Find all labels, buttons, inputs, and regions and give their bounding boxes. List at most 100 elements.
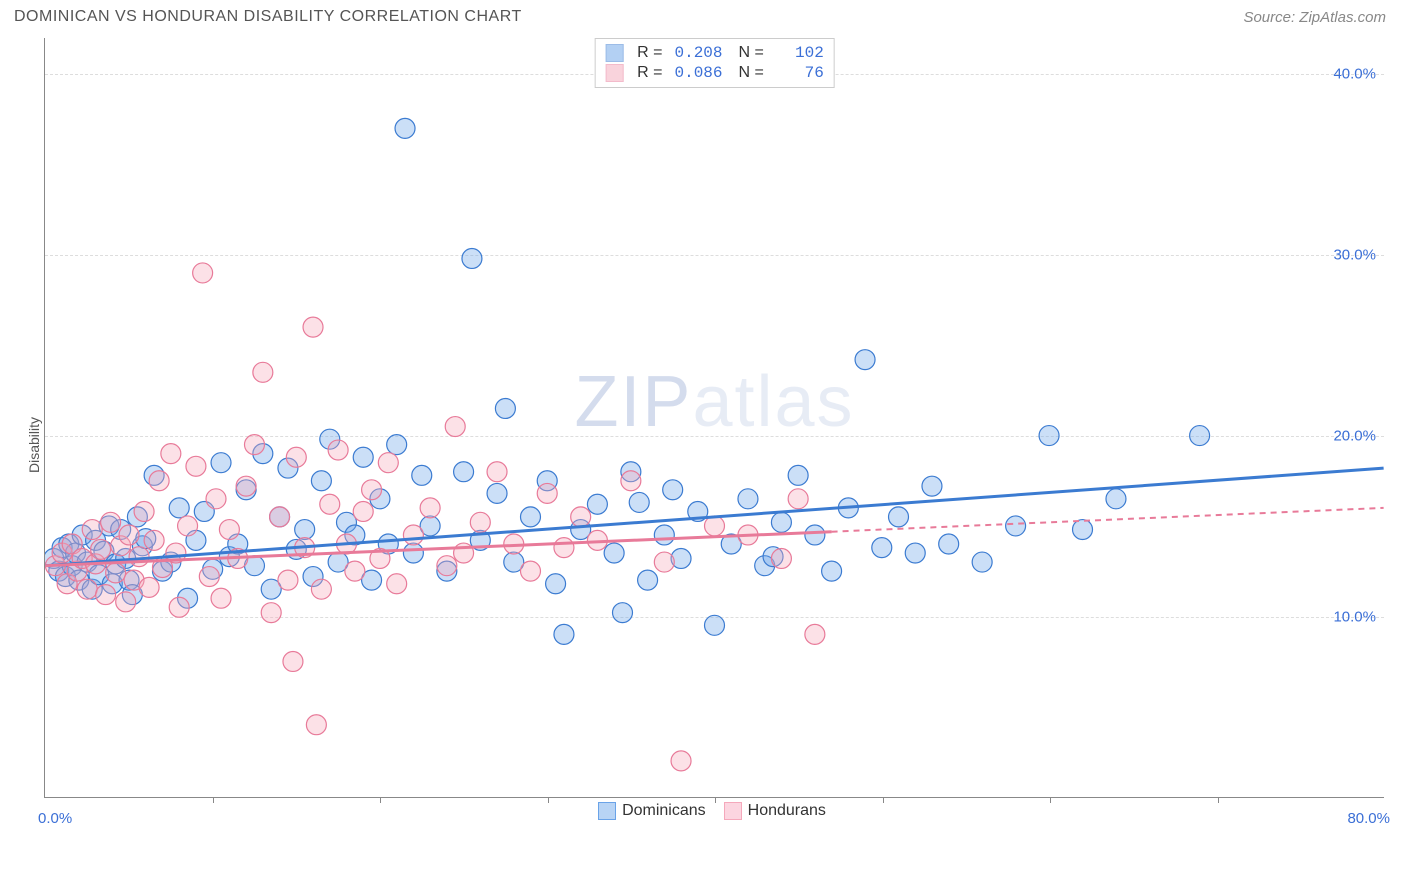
scatter-point <box>253 362 273 382</box>
scatter-point <box>487 462 507 482</box>
scatter-point <box>261 603 281 623</box>
plot-area: ZIPatlas R =0.208N =102R =0.086N =76 10.… <box>44 38 1384 798</box>
scatter-point <box>206 489 226 509</box>
scatter-point <box>454 462 474 482</box>
scatter-point <box>169 597 189 617</box>
r-label: R = <box>637 44 662 62</box>
scatter-point <box>1006 516 1026 536</box>
y-axis-label: Disability <box>26 417 42 473</box>
scatter-point <box>554 538 574 558</box>
scatter-point <box>1073 520 1093 540</box>
scatter-point <box>771 512 791 532</box>
scatter-point <box>462 248 482 268</box>
scatter-point <box>169 498 189 518</box>
scatter-point <box>855 350 875 370</box>
scatter-point <box>939 534 959 554</box>
scatter-point <box>495 398 515 418</box>
scatter-point <box>149 471 169 491</box>
scatter-point <box>353 501 373 521</box>
scatter-point <box>629 492 649 512</box>
scatter-point <box>387 574 407 594</box>
scatter-point <box>96 585 116 605</box>
scatter-point <box>604 543 624 563</box>
scatter-point <box>278 570 298 590</box>
legend-label: Hondurans <box>748 802 826 819</box>
legend-swatch <box>605 44 623 62</box>
scatter-point <box>129 547 149 567</box>
scatter-point <box>144 530 164 550</box>
scatter-point <box>621 471 641 491</box>
r-label: R = <box>637 64 662 82</box>
scatter-point <box>905 543 925 563</box>
correlation-legend-row: R = 0.086 N = 76 <box>605 63 824 83</box>
scatter-point <box>487 483 507 503</box>
source-label: Source: ZipAtlas.com <box>1243 9 1386 26</box>
scatter-point <box>872 538 892 558</box>
chart-container: Disability ZIPatlas R =0.208N =102R =0.0… <box>0 32 1406 858</box>
scatter-point <box>244 435 264 455</box>
scatter-point <box>306 715 326 735</box>
scatter-point <box>1039 426 1059 446</box>
scatter-point <box>420 498 440 518</box>
scatter-point <box>822 561 842 581</box>
scatter-point <box>537 483 557 503</box>
scatter-point <box>1106 489 1126 509</box>
scatter-point <box>922 476 942 496</box>
scatter-point <box>311 579 331 599</box>
scatter-point <box>771 548 791 568</box>
scatter-point <box>972 552 992 572</box>
scatter-point <box>106 563 126 583</box>
scatter-point <box>219 520 239 540</box>
scatter-point <box>663 480 683 500</box>
scatter-point <box>805 525 825 545</box>
scatter-point <box>412 465 432 485</box>
scatter-point <box>101 512 121 532</box>
scatter-point <box>654 552 674 572</box>
scatter-point <box>395 118 415 138</box>
scatter-point <box>82 520 102 540</box>
scatter-point <box>211 453 231 473</box>
scatter-point <box>571 507 591 527</box>
scatter-point <box>805 624 825 644</box>
legend-label: Dominicans <box>622 802 706 819</box>
scatter-point <box>286 447 306 467</box>
scatter-point <box>134 501 154 521</box>
scatter-point <box>554 624 574 644</box>
scatter-point <box>119 525 139 545</box>
scatter-point <box>470 512 490 532</box>
scatter-point <box>270 507 290 527</box>
scatter-point <box>403 543 423 563</box>
scatter-point <box>521 561 541 581</box>
scatter-point <box>345 561 365 581</box>
scatter-point <box>403 525 423 545</box>
scatter-point <box>613 603 633 623</box>
legend-swatch <box>724 802 742 820</box>
scatter-point <box>77 579 97 599</box>
n-value: 76 <box>772 64 824 82</box>
scatter-point <box>654 525 674 545</box>
r-value: 0.086 <box>671 64 723 82</box>
n-label: N = <box>739 64 764 82</box>
scatter-point <box>546 574 566 594</box>
legend-swatch <box>598 802 616 820</box>
scatter-point <box>139 577 159 597</box>
series-legend: Dominicans Hondurans <box>0 802 1406 820</box>
scatter-svg <box>45 38 1384 797</box>
scatter-point <box>1190 426 1210 446</box>
scatter-point <box>311 471 331 491</box>
scatter-point <box>193 263 213 283</box>
chart-header: DOMINICAN VS HONDURAN DISABILITY CORRELA… <box>0 0 1406 32</box>
scatter-point <box>445 417 465 437</box>
scatter-point <box>236 476 256 496</box>
scatter-point <box>303 317 323 337</box>
scatter-point <box>211 588 231 608</box>
chart-title: DOMINICAN VS HONDURAN DISABILITY CORRELA… <box>14 8 522 26</box>
scatter-point <box>283 651 303 671</box>
scatter-point <box>437 556 457 576</box>
scatter-point <box>705 516 725 536</box>
correlation-legend-row: R =0.208N =102 <box>605 43 824 63</box>
trend-line-dashed <box>832 508 1384 532</box>
scatter-point <box>671 751 691 771</box>
scatter-point <box>788 465 808 485</box>
scatter-point <box>705 615 725 635</box>
